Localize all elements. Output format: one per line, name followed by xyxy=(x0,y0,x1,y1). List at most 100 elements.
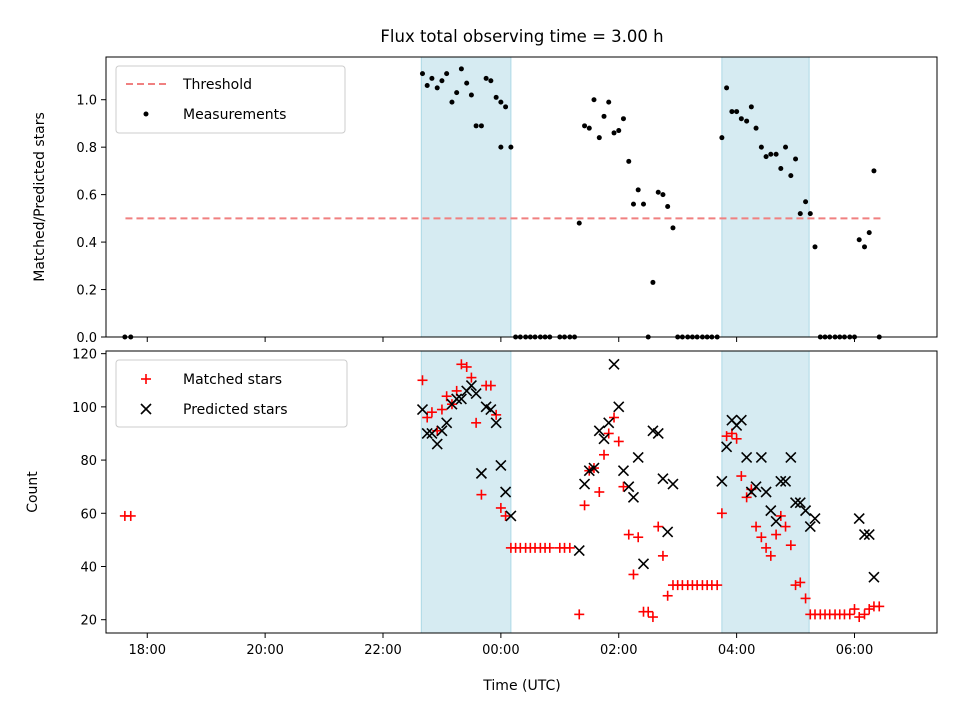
measurement-point xyxy=(586,125,592,131)
measurement-point xyxy=(803,199,809,205)
predicted-star-point xyxy=(770,515,782,527)
bottom-y-tick-label: 60 xyxy=(80,507,97,522)
predicted-star-point xyxy=(741,451,753,463)
measurement-point xyxy=(724,85,730,91)
bottom-x-tick-label: 02:00 xyxy=(600,643,637,658)
matched-star-point xyxy=(736,471,747,482)
predicted-star-point xyxy=(598,433,610,445)
matched-star-point xyxy=(795,577,806,588)
predicted-star-point xyxy=(490,417,502,429)
predicted-star-point xyxy=(721,441,733,453)
matched-star-point xyxy=(775,510,786,521)
predicted-star-point xyxy=(632,451,644,463)
matched-star-point xyxy=(859,609,870,620)
matched-star-point xyxy=(436,404,447,415)
top-shaded-interval xyxy=(721,56,810,338)
measurement-point xyxy=(748,104,754,110)
predicted-star-point xyxy=(785,451,797,463)
matched-star-point xyxy=(613,436,624,447)
bottom-count-points xyxy=(119,358,885,623)
measurement-point xyxy=(503,104,509,110)
top-y-axis-label: Matched/Predicted stars xyxy=(32,112,48,282)
top-plot-frame xyxy=(105,56,938,338)
matched-star-point xyxy=(657,550,668,561)
predicted-star-point xyxy=(765,505,777,517)
measurement-point xyxy=(783,144,789,150)
x-axis-label: Time (UTC) xyxy=(482,678,560,694)
matched-star-point xyxy=(574,609,585,620)
predicted-star-point xyxy=(760,486,772,498)
predicted-star-point xyxy=(868,571,880,583)
matched-star-point xyxy=(618,481,629,492)
predicted-star-point xyxy=(863,529,875,541)
matched-star-point xyxy=(849,604,860,615)
measurement-point xyxy=(665,203,671,209)
measurement-point xyxy=(483,75,489,81)
predicted-star-point xyxy=(662,526,674,538)
legend-matched-label: Matched stars xyxy=(183,372,282,388)
predicted-star-point xyxy=(858,529,871,541)
bottom-x-tick-label: 04:00 xyxy=(718,643,755,658)
measurement-point xyxy=(763,154,769,160)
measurement-point xyxy=(434,85,440,91)
bottom-y-tick-label: 120 xyxy=(72,348,97,363)
matched-star-point xyxy=(485,380,496,391)
measurement-point xyxy=(582,123,588,129)
bottom-y-tick-label: 80 xyxy=(80,454,97,469)
measurement-point xyxy=(616,128,622,134)
matched-star-point xyxy=(623,529,634,540)
matched-star-point xyxy=(471,417,482,428)
predicted-star-point xyxy=(436,425,448,437)
predicted-star-point xyxy=(779,475,792,487)
matched-star-point xyxy=(594,487,605,497)
measurement-point xyxy=(478,123,484,129)
matched-star-point xyxy=(716,508,727,519)
predicted-star-point xyxy=(421,427,433,440)
top-y-tick-label: 0.4 xyxy=(76,236,97,251)
predicted-star-point xyxy=(627,491,640,503)
measurement-point xyxy=(591,97,597,103)
predicted-star-point xyxy=(465,380,477,392)
predicted-star-point xyxy=(613,401,625,413)
measurement-point xyxy=(778,166,784,172)
legend-predicted-swatch xyxy=(140,403,152,415)
matched-star-point xyxy=(500,510,511,521)
predicted-star-point xyxy=(608,358,620,370)
measurement-point xyxy=(488,78,494,84)
measurement-point xyxy=(626,158,632,164)
measurement-point xyxy=(498,99,504,105)
measurement-point xyxy=(576,220,582,226)
measurement-point xyxy=(606,99,612,105)
measurement-point xyxy=(871,168,877,174)
bottom-x-tick-label: 20:00 xyxy=(246,643,283,658)
bottom-y-tick-label: 100 xyxy=(72,401,97,416)
bottom-y-axis-label: Count xyxy=(25,471,41,513)
top-axes: 0.0 0.2 0.4 0.6 0.8 1.0 xyxy=(76,94,855,346)
matched-star-point xyxy=(491,409,502,420)
matched-star-point xyxy=(785,540,796,551)
measurement-point xyxy=(473,123,479,129)
measurement-point xyxy=(498,144,504,150)
bottom-shaded-interval xyxy=(420,350,512,634)
top-y-tick-label: 1.0 xyxy=(76,94,97,109)
bottom-axes: 20 40 60 80 100 120 18:00 20:00 22:00 00:00 02:00 0… xyxy=(72,348,873,658)
top-shaded-interval xyxy=(420,56,512,338)
top-y-tick-label: 0.2 xyxy=(76,284,97,299)
legend-predicted-label: Predicted stars xyxy=(183,402,288,418)
predicted-star-point xyxy=(441,417,453,429)
bottom-y-tick-label: 40 xyxy=(80,560,97,575)
measurement-point xyxy=(866,230,872,236)
predicted-star-point xyxy=(853,513,865,525)
predicted-star-point xyxy=(617,465,630,477)
bottom-x-tick-label: 06:00 xyxy=(836,643,873,658)
bottom-x-tick-label: 18:00 xyxy=(129,643,166,658)
measurement-point xyxy=(734,109,740,115)
measurement-point xyxy=(508,144,514,150)
measurement-point xyxy=(611,130,617,136)
chart-title: Flux total observing time = 3.00 h xyxy=(380,27,663,46)
matched-star-point xyxy=(633,532,644,543)
top-y-tick-label: 0.0 xyxy=(76,331,97,346)
predicted-star-point xyxy=(804,521,816,533)
measurement-point xyxy=(788,173,794,179)
matched-star-point xyxy=(125,510,136,521)
